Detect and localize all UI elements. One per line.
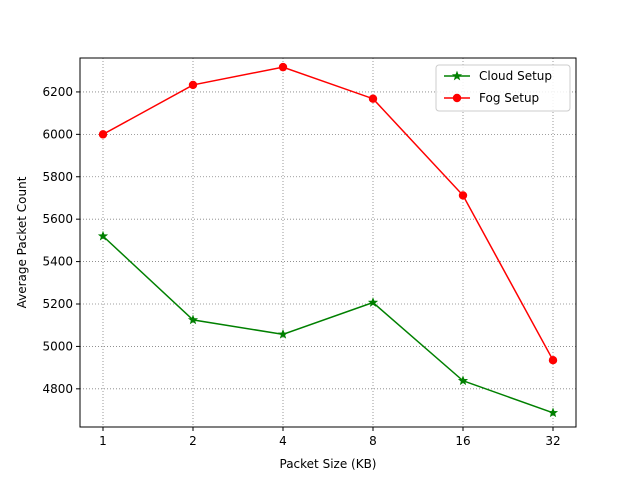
y-tick-label: 5400 [42, 255, 73, 269]
data-point [187, 314, 199, 325]
data-point [98, 130, 108, 139]
data-point [457, 375, 469, 386]
y-tick-label: 5200 [42, 297, 73, 311]
data-point [277, 328, 289, 339]
x-tick-label: 1 [99, 434, 107, 448]
data-point [278, 62, 288, 72]
series-layer [97, 62, 559, 418]
x-tick-label: 8 [369, 434, 377, 448]
series-fog-setup [98, 62, 558, 365]
y-tick-label: 5600 [42, 212, 73, 226]
data-point [548, 355, 558, 365]
y-tick-label: 5000 [42, 339, 73, 353]
y-axis-label: Average Packet Count [15, 176, 29, 308]
legend-label: Cloud Setup [479, 69, 552, 83]
data-point [188, 80, 198, 90]
data-point [368, 94, 378, 103]
grid-lines [80, 58, 576, 427]
legend-item: Cloud Setup [444, 69, 552, 83]
y-tick-label: 4800 [42, 382, 73, 396]
legend-item: Fog Setup [444, 91, 539, 105]
y-tick-label: 5800 [42, 170, 73, 184]
data-point [97, 230, 109, 241]
x-tick-label: 16 [455, 434, 470, 448]
series-line [102, 235, 554, 414]
x-axis: 1 2 4 8 16 32 [99, 427, 561, 448]
plot-frame [79, 57, 577, 428]
data-point [458, 191, 468, 200]
y-tick-label: 6200 [42, 85, 73, 99]
x-tick-label: 32 [545, 434, 560, 448]
data-point [547, 407, 559, 418]
legend-label: Fog Setup [479, 91, 539, 105]
data-point [367, 297, 379, 307]
x-tick-label: 2 [189, 434, 197, 448]
legend-marker [451, 70, 463, 81]
x-axis-label: Packet Size (KB) [280, 457, 377, 471]
legend: Cloud Setup Fog Setup [435, 64, 571, 112]
series-cloud-setup [97, 230, 559, 418]
series-line [102, 66, 554, 361]
y-axis: 4800 5000 5200 5400 5600 5800 6000 6200 [42, 85, 80, 396]
legend-marker [452, 93, 462, 103]
x-tick-label: 4 [279, 434, 287, 448]
y-tick-label: 6000 [42, 127, 73, 141]
